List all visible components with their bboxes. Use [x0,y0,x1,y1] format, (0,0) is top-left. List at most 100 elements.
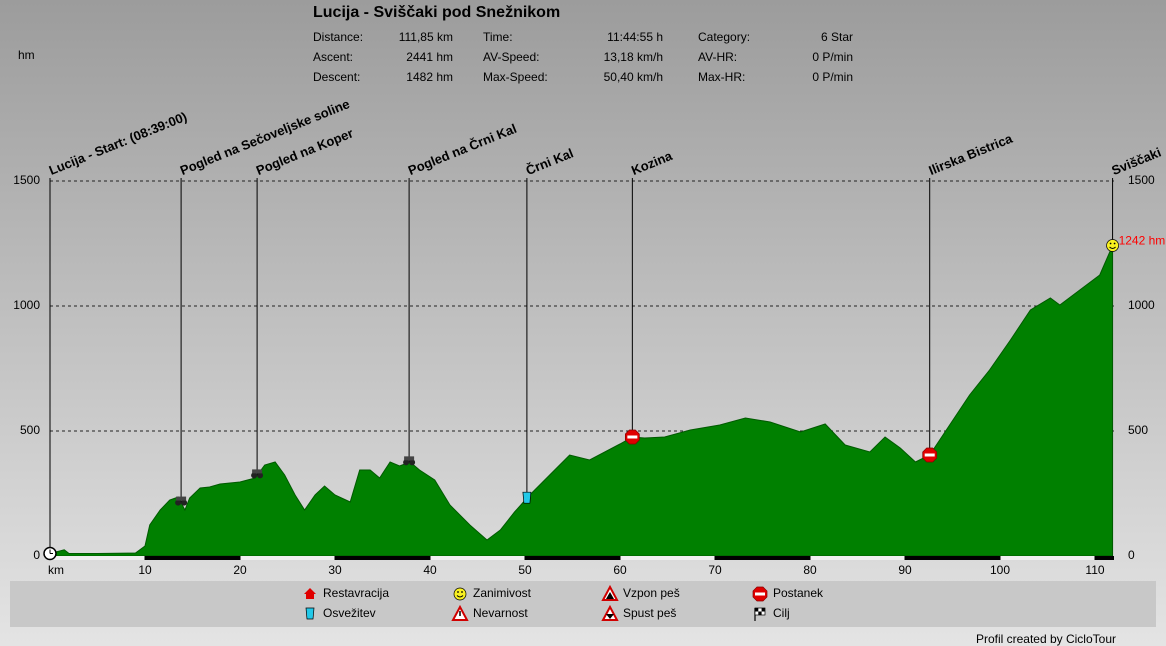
icon-part [181,499,188,506]
icon-restaurant [304,588,316,599]
icon-part [1109,242,1112,245]
x-tick-label: 90 [898,563,912,577]
stat-label: Category: [698,30,750,44]
icon-part [606,592,614,599]
icon-part [305,607,315,620]
y-tick-label: 0 [33,548,40,562]
stat-label: Max-HR: [698,70,745,84]
chart-title: Lucija - Sviščaki pod Snežnikom [313,4,560,21]
icon-view [403,456,416,466]
stat-label: AV-HR: [698,50,737,64]
icon-poi [453,587,467,601]
legend-label: Spust peš [623,606,676,620]
icon-up [601,584,619,601]
x-tick-label: 30 [328,563,342,577]
axis-segment [50,556,145,560]
axis-segment [715,556,810,560]
axis-segment [620,556,715,560]
x-tick-label: 40 [423,563,437,577]
axis-segment [335,556,430,560]
icon-stop [624,429,640,445]
stat-label: Descent: [313,70,360,84]
icon-refresh [305,607,315,620]
icon-stop [922,447,938,463]
stat-value: 6 Star [821,30,853,44]
stat-label: Distance: [313,30,363,44]
legend-label: Postanek [773,586,824,600]
y-tick-label-right: 1000 [1128,298,1155,312]
icon-part [627,435,638,439]
icon-part [257,472,264,479]
icon-part [252,469,263,474]
stat-label: Max-Speed: [483,70,548,84]
icon-part [251,472,258,479]
icon-poi [1106,239,1119,252]
icon-part [606,614,614,619]
y-tick-label-right: 500 [1128,423,1148,437]
legend-box [10,581,1156,627]
stat-value: 0 P/min [812,50,853,64]
icon-part [601,604,619,621]
stat-value: 50,40 km/h [604,70,663,84]
y-tick-label-right: 1500 [1128,173,1155,187]
y-tick-label: 500 [20,423,40,437]
axis-segment [430,556,525,560]
annotation: 1242 hm [1119,234,1166,248]
icon-part [461,591,463,593]
axis-segment [525,556,620,560]
icon-part [1113,242,1116,245]
icon-stop [752,586,768,602]
stat-label: Time: [483,30,513,44]
icon-part [175,499,182,506]
axis-segment [810,556,905,560]
x-tick-label: 20 [233,563,247,577]
stat-value: 11:44:55 h [607,30,663,44]
icon-part [1109,246,1116,249]
icon-part [404,456,415,461]
icon-danger [451,604,469,621]
legend-label: Restavracija [323,586,389,600]
x-tick-label: 110 [1085,563,1104,577]
icon-part [409,459,416,466]
y-tick-label: 1000 [13,298,40,312]
x-tick-label: 10 [138,563,152,577]
icon-part [457,591,459,593]
icon-finish [754,607,766,621]
y-axis-label: hm [18,48,35,62]
icon-part [924,453,935,457]
icon-part [755,608,759,612]
stat-value: 0 P/min [812,70,853,84]
icon-part [755,592,765,596]
x-axis-label: km [48,563,64,577]
icon-part [403,459,410,466]
icon-part [522,491,532,504]
legend-label: Cilj [773,606,790,620]
icon-refresh [522,491,532,504]
legend-label: Vzpon peš [623,586,680,600]
icon-part [304,588,316,599]
stat-value: 2441 hm [406,50,453,64]
icon-part [761,608,765,612]
legend-label: Nevarnost [473,606,528,620]
icon-part [456,595,464,598]
y-tick-label-right: 0 [1128,548,1135,562]
icon-view [175,496,188,506]
axis-segment [1095,556,1114,560]
x-tick-label: 100 [990,563,1010,577]
axis-segment [1000,556,1095,560]
legend-label: Osvežitev [323,606,376,620]
icon-part [176,496,187,501]
axis-segment [905,556,1000,560]
credit: Profil created by CicloTour [976,632,1116,646]
x-tick-label: 70 [708,563,722,577]
stat-label: AV-Speed: [483,50,539,64]
x-tick-label: 60 [613,563,627,577]
x-tick-label: 50 [518,563,532,577]
axis-segment [240,556,335,560]
icon-start [43,546,57,561]
stat-value: 13,18 km/h [604,50,663,64]
stat-value: 1482 hm [406,70,453,84]
axis-segment [145,556,240,560]
y-tick-label: 1500 [13,173,40,187]
